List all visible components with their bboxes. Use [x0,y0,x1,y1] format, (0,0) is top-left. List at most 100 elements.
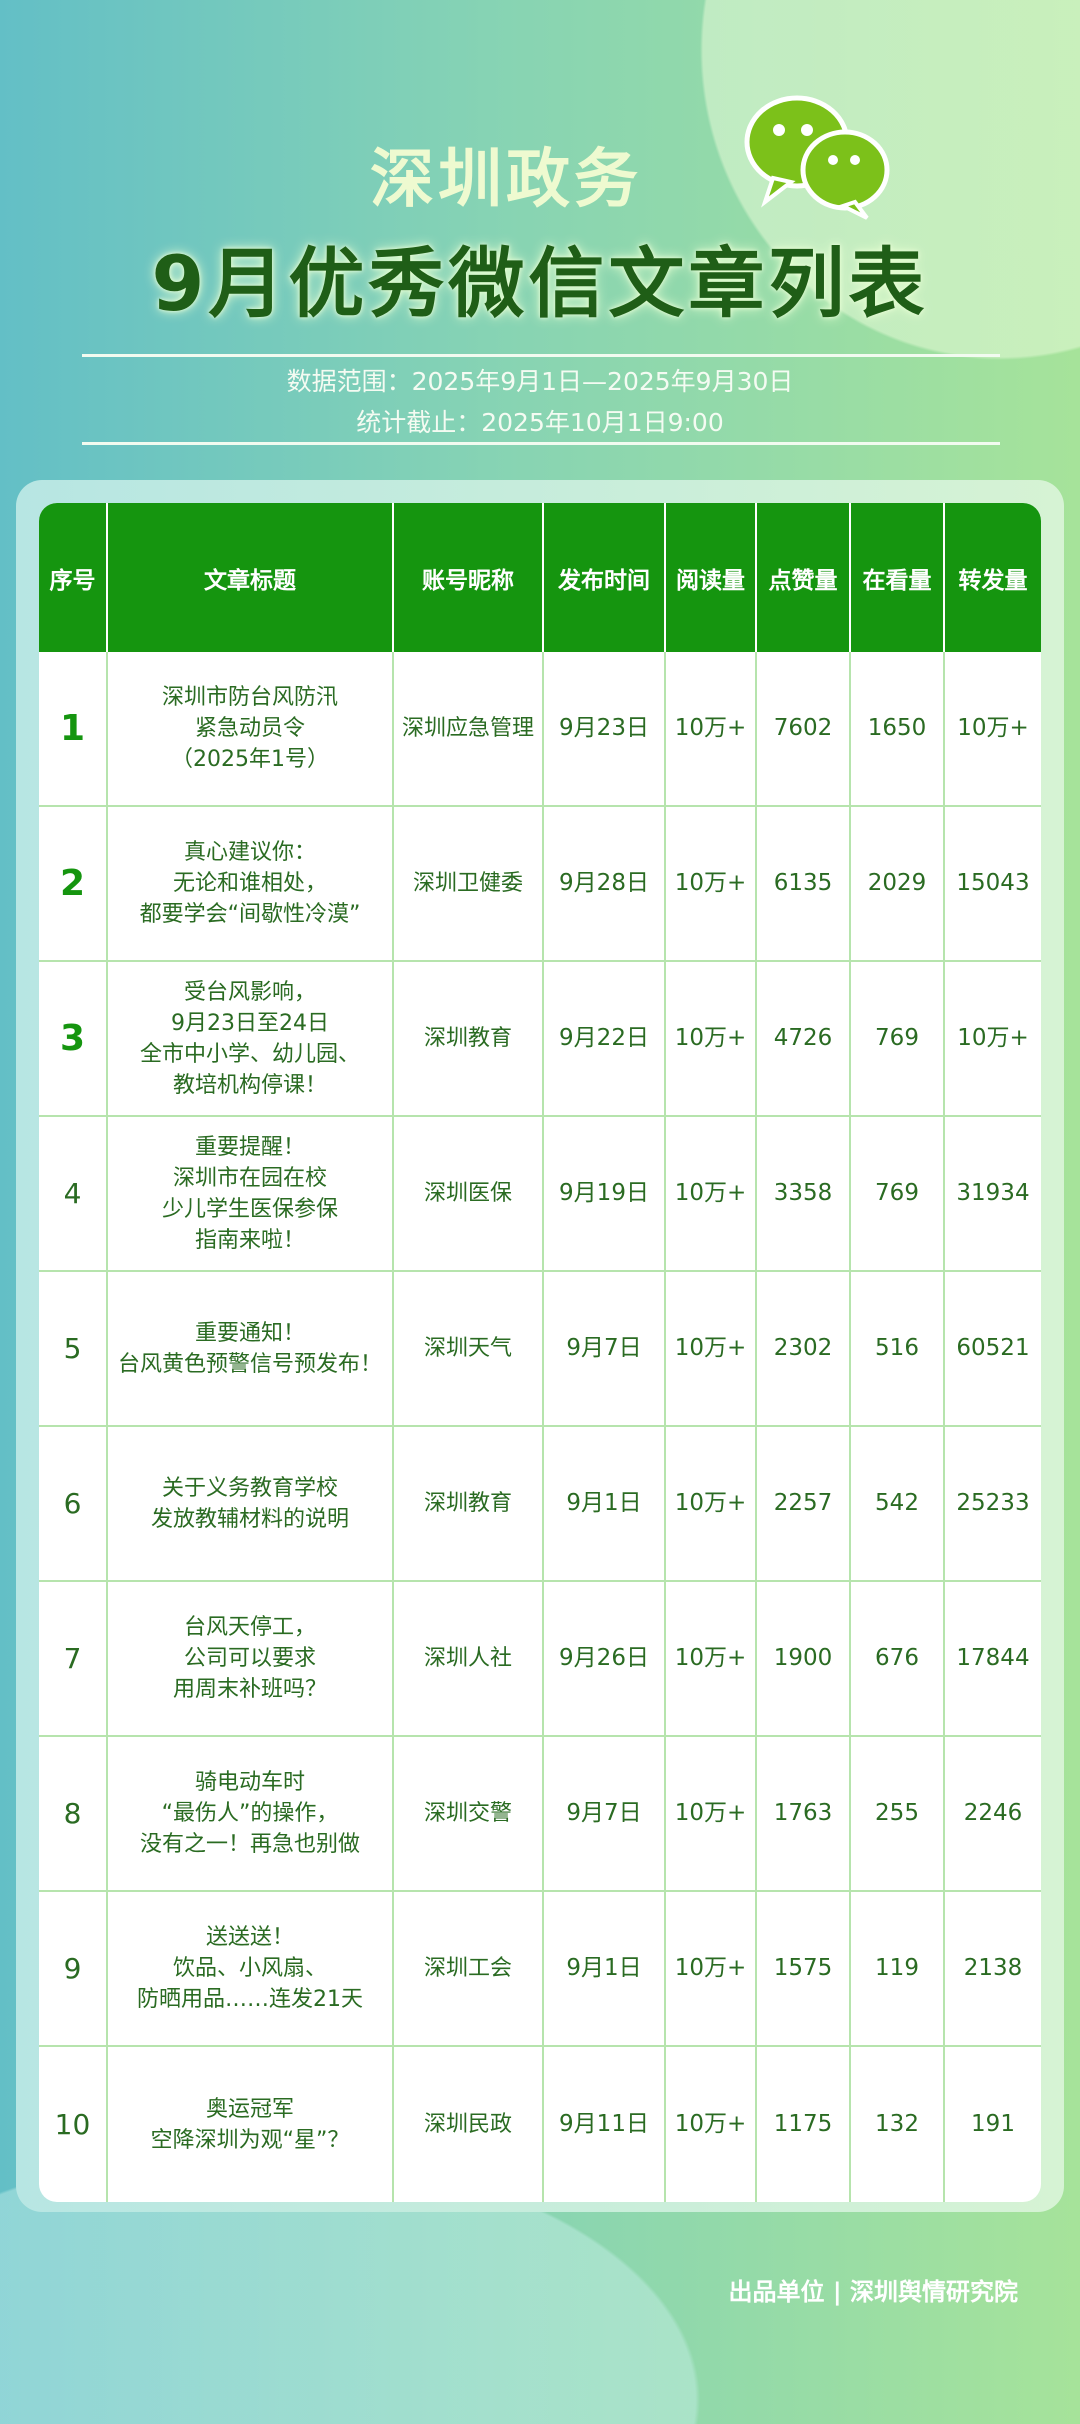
watching-cell: 132 [851,2047,945,2202]
shares-cell: 2246 [945,1737,1041,1892]
reads-cell: 10万+ [666,1427,757,1582]
shares-cell: 191 [971,2111,1015,2137]
producer-credit: 出品单位 | 深圳舆情研究院 [728,2278,1018,2306]
rank-cell: 1 [39,652,108,807]
rank-cell: 2 [39,807,108,962]
account-cell: 深圳天气 [394,1272,544,1427]
title-line: 9月23日至24日 [171,1010,329,1036]
title-line: 公司可以要求 [183,1646,316,1671]
watching-cell: 769 [851,1117,945,1272]
watching-cell: 676 [851,1582,945,1737]
column-header: 阅读量 [666,503,757,652]
title-cell: 送送送！ 饮品、小风扇、防晒用品……连发21天 [108,1892,394,2047]
date-cell: 9月23日 [544,652,666,807]
shares-cell: 15043 [945,807,1041,962]
date-cell: 9月28日 [544,807,666,962]
likes-cell: 4726 [757,962,851,1117]
account-cell: 深圳教育 [394,962,544,1117]
rank-cell: 3 [39,962,108,1117]
title-line: 空降深圳为观“星”？ [150,2127,350,2153]
account-cell: 深圳医保 [394,1117,544,1272]
title-line: 台风天停工， [183,1615,316,1640]
shares-cell: 10万+ [945,652,1041,807]
divider [82,442,1000,445]
column-header: 发布时间 [544,503,666,652]
wechat-icon [744,95,890,220]
reads-cell: 10万+ [666,1737,757,1892]
column-header: 转发量 [945,503,1041,652]
date-cell: 9月7日 [544,1272,666,1427]
reads-cell: 10万+ [666,807,757,962]
shares-cell: 17844 [945,1582,1041,1737]
title-cell: 重要提醒！ 深圳市在园在校 少儿学生医保参保 指南来啦！ [108,1117,394,1272]
likes-cell: 2257 [757,1427,851,1582]
rank-cell: 4 [39,1117,108,1272]
account-cell: 深圳教育 [394,1427,544,1582]
title-line: 奥运冠军 [205,2096,294,2122]
reads-cell: 10万+ [666,1272,757,1427]
table-row: 1 深圳市防台风防汛 紧急动员令 （2025年1号） 深圳应急管理 9月23日 10万+ 76… [39,652,1041,807]
table-row: 9 送送送！ 饮品、小风扇、 防晒用品……连发21天 深圳工会 9月1日 10万+ 1575 1… [39,1892,1041,2047]
table-row: 6 关于义务教育学校 发放教辅材料的说明 深圳教育 9月1日 10万+ 2257 542 252… [39,1427,1041,1582]
brand-title: 深圳政务 [370,143,642,217]
title-cell: 关于义务教育学校 发放教辅材料的说明 [108,1427,394,1582]
title-line: 防晒用品……连发21天 [137,1987,363,2012]
title-line: 受台风影响， [183,979,316,1005]
watching-cell: 769 [851,962,945,1117]
account-cell: 深圳民政 [394,2047,544,2202]
reads-cell: 10万+ [666,1892,757,2047]
likes-cell: 1900 [757,1582,851,1737]
date-cell: 9月1日 [544,1427,666,1582]
watching-cell: 255 [851,1737,945,1892]
title-cell: 奥运冠军空降深圳为观“星”？ [108,2047,394,2202]
shares-cell: 10万+ [945,962,1041,1117]
title-line: 送送送！ [205,1925,294,1950]
title-line: 饮品、小风扇、 [172,1956,327,1981]
likes-cell: 6135 [757,807,851,962]
table-row: 7 台风天停工， 公司可以要求 用周末补班吗？ 深圳人社 9月26日 10万+ 1900 676… [39,1582,1041,1737]
date-cell: 9月26日 [544,1582,666,1737]
title-line: 用周末补班吗？ [172,1677,327,1702]
shares-cell: 25233 [945,1427,1041,1582]
column-header: 点赞量 [757,503,851,652]
title-line: 少儿学生医保参保 [161,1196,338,1222]
watching-cell: 1650 [851,652,945,807]
likes-cell: 7602 [757,652,851,807]
title-line: 重要提醒！ [194,1134,305,1160]
title-line: 真心建议你： [183,840,316,865]
title-line: 指南来啦！ [194,1227,305,1253]
account-cell: 深圳卫健委 [394,807,544,962]
table-row: 8 骑电动车时 “最伤人”的操作， 没有之一！再急也别做 深圳交警 9月7日 10万+ 176… [39,1737,1041,1892]
column-header: 在看量 [851,503,945,652]
account-cell: 深圳应急管理 [394,652,544,807]
title-cell: 重要通知！ 台风黄色预警信号预发布！ [108,1272,394,1427]
title-line: 无论和谁相处， [172,871,327,896]
account-cell: 深圳工会 [394,1892,544,2047]
rank-cell: 8 [39,1737,108,1892]
reads-cell: 10万+ [666,1117,757,1272]
title-line: 发放教辅材料的说明 [150,1506,349,1532]
column-header: 账号昵称 [394,503,544,652]
table-row: 3 受台风影响， 9月23日至24日 全市中小学、幼儿园、 教培机构停课！ 深圳教育 9月2… [39,962,1041,1117]
rank-cell: 7 [39,1582,108,1737]
reads-cell: 10万+ [666,1582,757,1737]
title-line: 关于义务教育学校 [161,1475,338,1501]
title-line: 全市中小学、幼儿园、 [139,1041,360,1067]
rank-cell: 5 [39,1272,108,1427]
table-row: 2 真心建议你： 无论和谁相处， 都要学会“间歇性冷漠” 深圳卫健委 9月28日 10万+ 6… [39,807,1041,962]
shares-cell: 60521 [945,1272,1041,1427]
date-cell: 9月11日 [544,2047,666,2202]
date-cell: 9月1日 [544,1892,666,2047]
watching-cell: 542 [851,1427,945,1582]
articles-table: 序号 文章标题 账号昵称 发布时间 阅读量 点赞量 在看量 转发量 1 深圳市防台风防汛 紧急动员… [39,503,1041,2202]
watching-cell: 2029 [851,807,945,962]
likes-cell: 3358 [757,1117,851,1272]
column-header: 文章标题 [108,503,394,652]
rank-cell: 9 [39,1892,108,2047]
data-range: 数据范围：2025年9月1日—2025年9月30日 [286,367,794,396]
title-cell: 真心建议你： 无论和谁相处， 都要学会“间歇性冷漠” [108,807,394,962]
shares-cell: 2138 [945,1892,1041,2047]
title-line: 教培机构停课！ [172,1072,327,1098]
column-header: 序号 [39,503,108,652]
title-line: 紧急动员令 [194,716,305,741]
